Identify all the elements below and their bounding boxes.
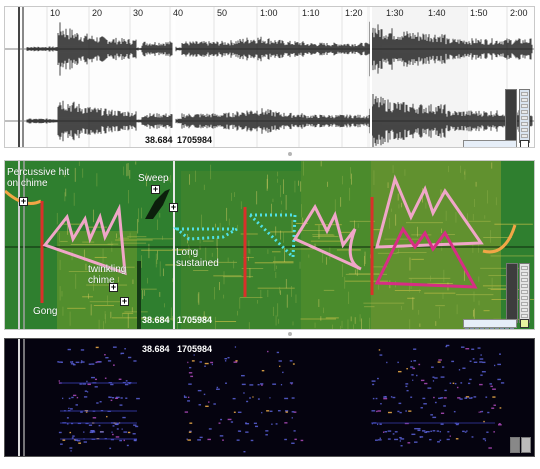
zoom-step (521, 272, 528, 276)
zoom-step (495, 328, 499, 329)
spectrogram-vertical-zoom[interactable] (519, 263, 530, 323)
waveform-pane[interactable]: 10 20 30 40 50 1:00 1:10 1:20 1:30 1:40 1:50 2:00 3… (4, 6, 535, 148)
peak-gain-meter[interactable] (510, 437, 520, 453)
zoom-step (490, 328, 494, 329)
zoom-step (470, 328, 474, 329)
waveform-horizontal-zoom[interactable] (463, 140, 517, 147)
zoom-step (521, 92, 528, 96)
pane-resize-handle[interactable] (288, 332, 292, 336)
add-annotation-button[interactable]: + (120, 296, 129, 306)
time-tick-label: 2:00 (510, 8, 528, 18)
zoom-step (485, 328, 489, 329)
annotation-percussive-label[interactable]: Percussive hit on chime (7, 167, 70, 189)
time-tick-label: 10 (50, 8, 61, 18)
zoom-step (521, 290, 528, 294)
time-tick-label: 20 (92, 8, 103, 18)
spectrogram-frame-readout: 1705984 (177, 315, 213, 325)
zoom-step (500, 328, 504, 329)
zoom-step (480, 328, 484, 329)
waveform-time-readout: 38.684 (145, 135, 173, 145)
waveform-toggle-button[interactable] (520, 140, 529, 147)
add-annotation-button[interactable]: + (109, 282, 118, 292)
spectrogram-canvas[interactable] (5, 161, 534, 329)
zoom-step (521, 122, 528, 126)
zoom-step (510, 328, 514, 329)
spectrogram-toggle-button[interactable] (520, 319, 529, 328)
add-annotation-button[interactable]: + (151, 184, 160, 194)
waveform-vertical-zoom[interactable] (519, 89, 530, 143)
peak-time-readout: 38.684 (142, 344, 170, 354)
zoom-step (521, 278, 528, 282)
add-annotation-button[interactable]: + (19, 196, 28, 206)
spectrogram-time-readout: 38.684 (142, 315, 170, 325)
time-tick-label: 50 (217, 8, 228, 18)
zoom-step (521, 128, 528, 132)
peak-vertical-zoom[interactable] (521, 437, 531, 453)
add-annotation-button[interactable]: + (169, 202, 178, 212)
annotation-gong-label[interactable]: Gong (33, 306, 58, 317)
spectrogram-gain-meter[interactable] (506, 263, 518, 323)
waveform-gain-meter[interactable] (505, 89, 517, 143)
waveform-canvas[interactable] (5, 7, 534, 147)
zoom-step (521, 110, 528, 114)
zoom-step (521, 314, 528, 318)
time-tick-label: 1:20 (345, 8, 363, 18)
annotation-twinkling-label[interactable]: twinkling chime (88, 264, 127, 286)
time-tick-label: 40 (173, 8, 184, 18)
zoom-step (521, 134, 528, 138)
zoom-step (505, 328, 509, 329)
time-tick-label: 1:30 (386, 8, 404, 18)
time-tick-label: 30 (133, 8, 144, 18)
annotation-sweep-label[interactable]: Sweep (138, 173, 169, 184)
zoom-step (521, 284, 528, 288)
pane-resize-handle[interactable] (288, 152, 292, 156)
zoom-step (521, 104, 528, 108)
spectrogram-pane[interactable]: Percussive hit on chime Sweep twinkling … (4, 160, 535, 330)
zoom-step (521, 266, 528, 270)
peak-frequency-pane[interactable]: 38.684 1705984 (4, 338, 535, 457)
zoom-step (475, 328, 479, 329)
waveform-frame-readout: 1705984 (177, 135, 213, 145)
time-tick-label: 1:10 (302, 8, 320, 18)
zoom-step (521, 308, 528, 312)
peak-frame-readout: 1705984 (177, 344, 213, 354)
spectrogram-horizontal-zoom[interactable] (463, 319, 517, 329)
zoom-step (521, 296, 528, 300)
zoom-step (521, 98, 528, 102)
peak-frequency-canvas[interactable] (5, 339, 534, 456)
time-tick-label: 1:50 (470, 8, 488, 18)
zoom-step (521, 116, 528, 120)
zoom-step (465, 328, 469, 329)
time-tick-label: 1:40 (428, 8, 446, 18)
annotation-long-label[interactable]: Long sustained (176, 247, 219, 269)
time-tick-label: 1:00 (260, 8, 278, 18)
zoom-step (521, 302, 528, 306)
